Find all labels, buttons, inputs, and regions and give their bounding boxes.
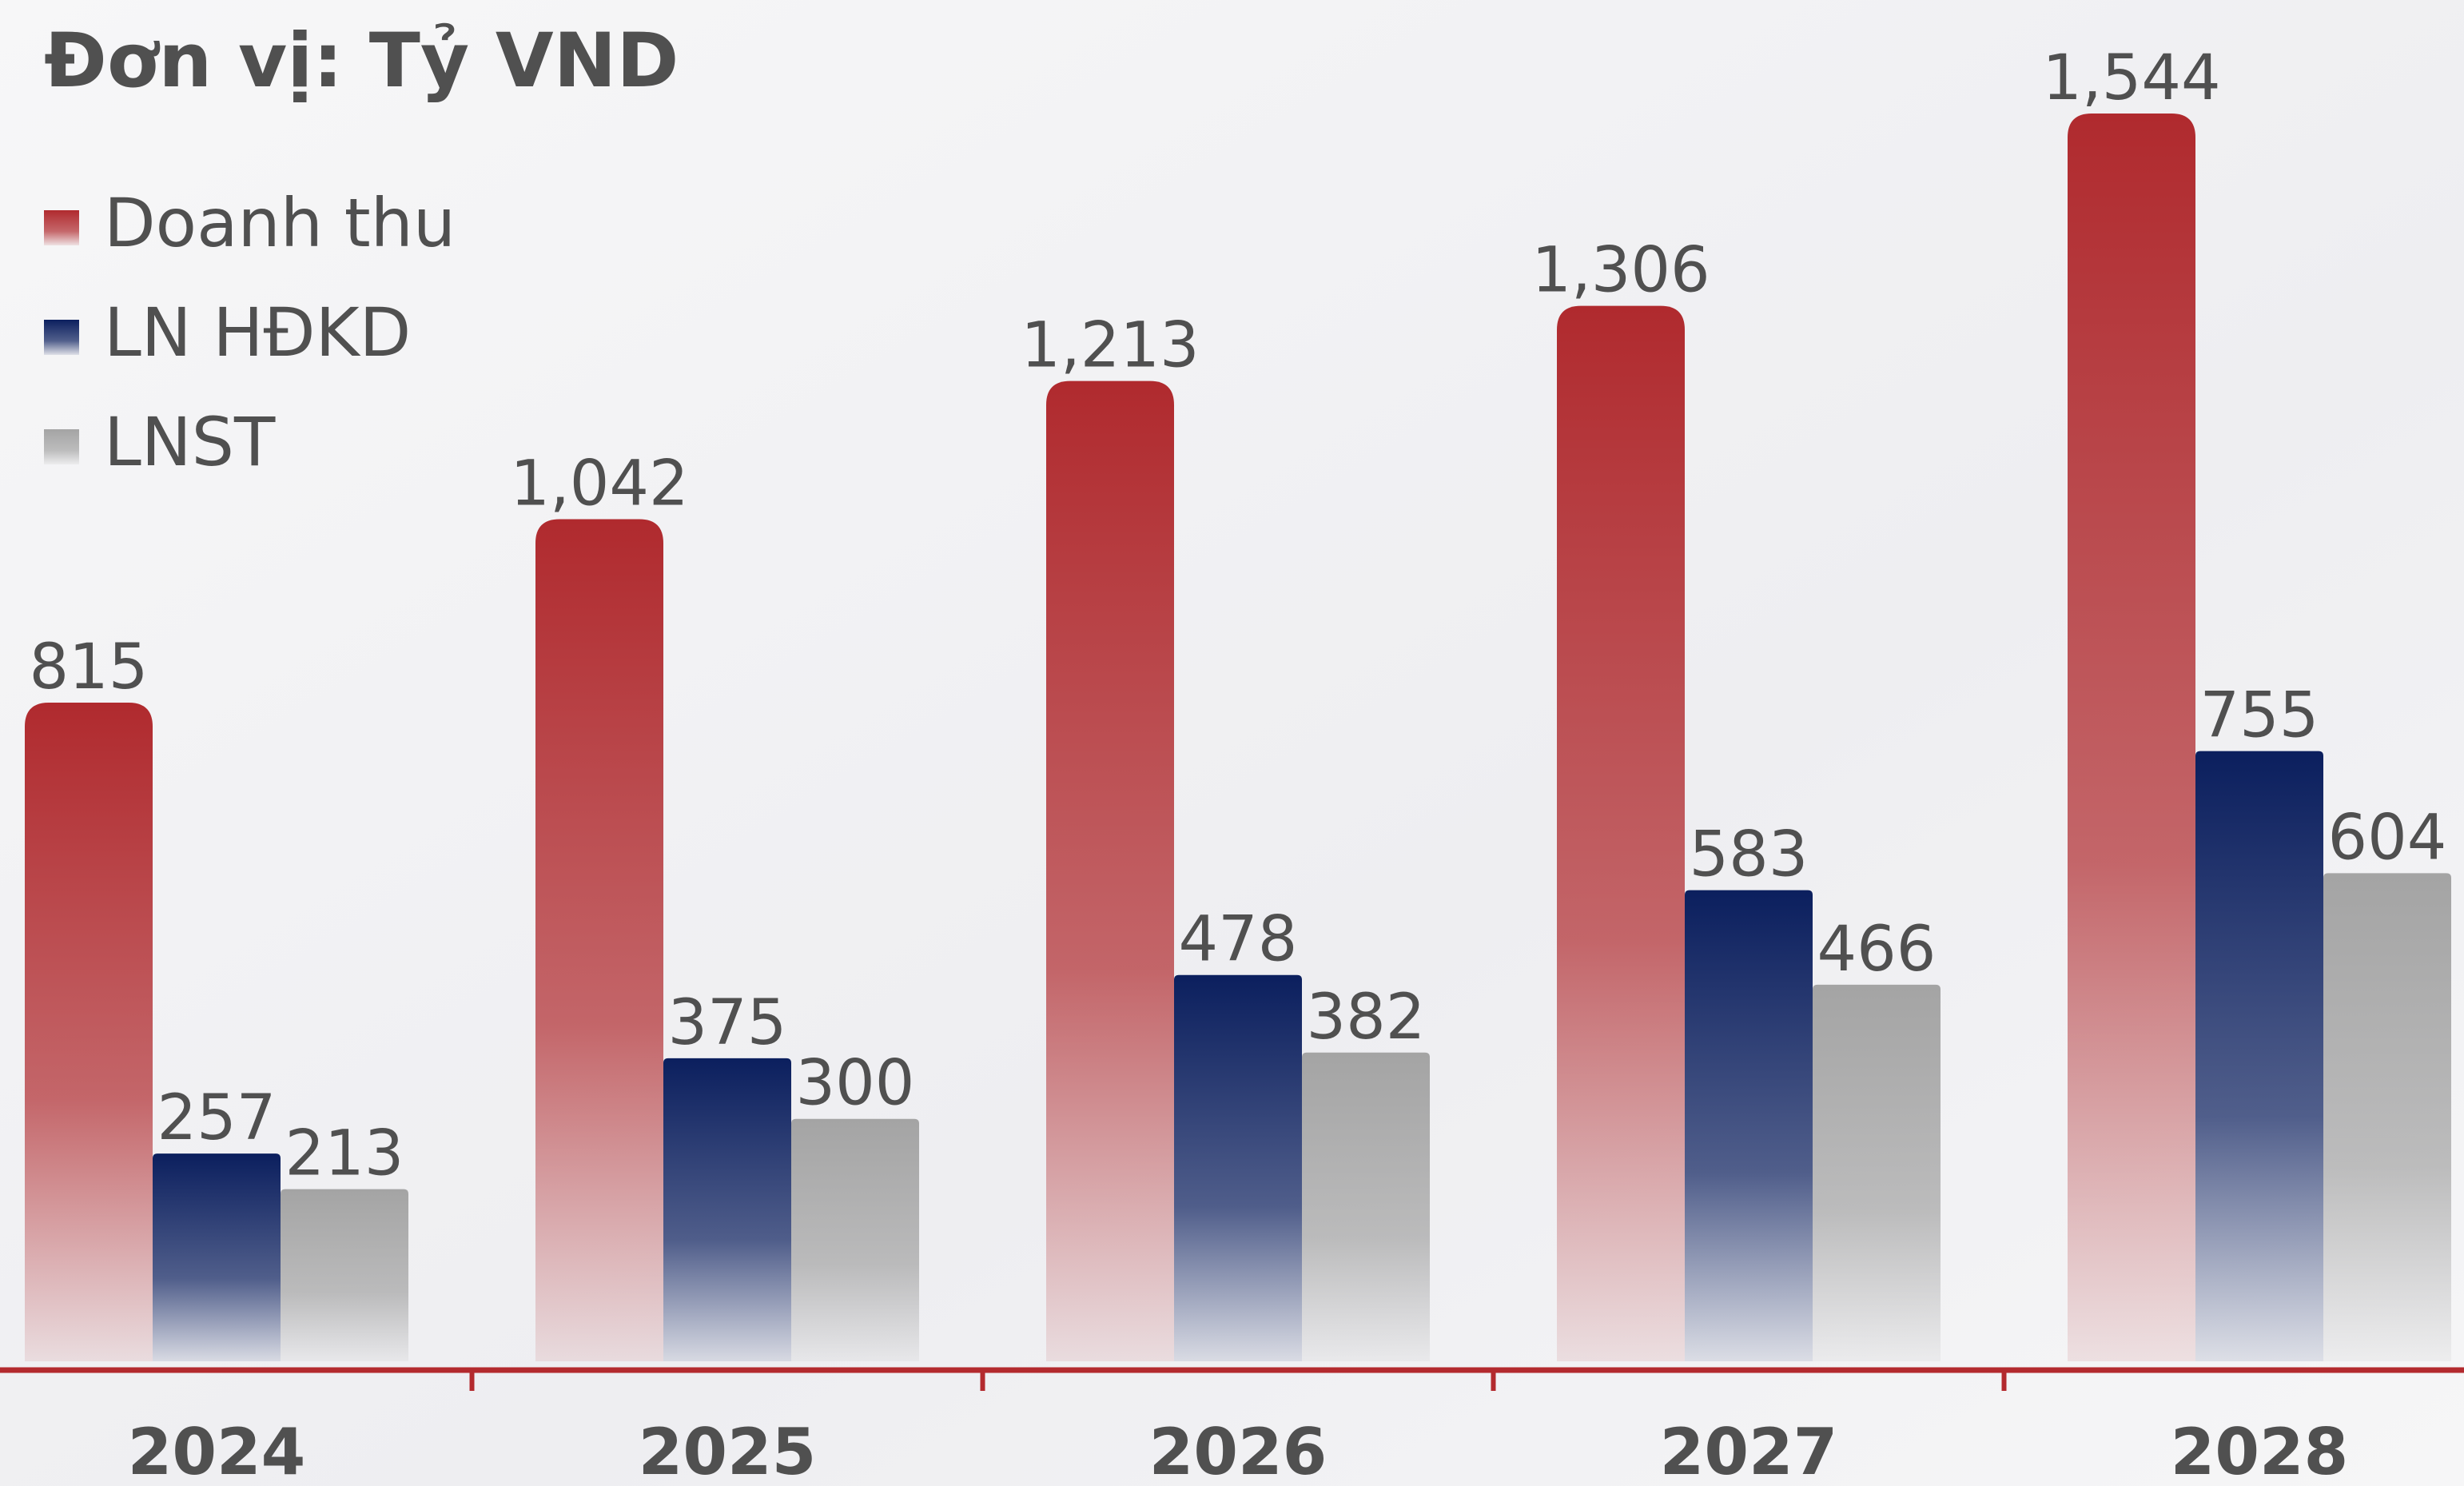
x-tick-label: 2027: [1660, 1415, 1838, 1486]
legend-swatch: [44, 210, 79, 245]
legend-label: LN HĐKD: [104, 293, 411, 372]
x-tick-label: 2026: [1149, 1415, 1328, 1486]
value-label: 466: [1817, 914, 1937, 986]
legend-swatch: [44, 429, 79, 464]
bar: [1557, 305, 1685, 1361]
value-label: 375: [668, 987, 787, 1059]
x-tick-label: 2025: [639, 1415, 817, 1486]
value-label: 300: [796, 1048, 915, 1120]
legend-swatch: [44, 320, 79, 355]
value-label: 213: [285, 1118, 404, 1190]
bar: [535, 519, 663, 1361]
value-label: 604: [2328, 802, 2447, 874]
legend-label: LNST: [104, 403, 276, 481]
value-label: 1,213: [1021, 310, 1199, 382]
x-tick-label: 2024: [128, 1415, 306, 1486]
bar: [791, 1118, 919, 1361]
bar: [1174, 974, 1302, 1361]
bar: [2068, 114, 2195, 1361]
bar: [153, 1153, 281, 1361]
bar: [1046, 380, 1174, 1362]
value-label: 382: [1307, 982, 1426, 1054]
bar: [2195, 751, 2323, 1361]
value-label: 815: [30, 631, 149, 703]
bar: [1685, 890, 1813, 1361]
value-label: 1,306: [1531, 235, 1710, 307]
x-tick-label: 2028: [2171, 1415, 2349, 1486]
value-label: 583: [1690, 819, 1809, 891]
bar: [2323, 873, 2451, 1361]
value-label: 257: [157, 1082, 277, 1154]
bar: [25, 703, 153, 1361]
value-label: 1,042: [510, 448, 688, 520]
legend-label: Doanh thu: [104, 184, 456, 262]
chart-title: Đơn vị: Tỷ VND: [44, 18, 679, 105]
bar: [1302, 1052, 1430, 1361]
value-label: 1,544: [2042, 42, 2220, 114]
bar: [1813, 984, 1941, 1361]
value-label: 755: [2200, 680, 2319, 752]
bar: [281, 1189, 408, 1361]
bar: [663, 1058, 791, 1361]
value-label: 478: [1179, 904, 1298, 976]
